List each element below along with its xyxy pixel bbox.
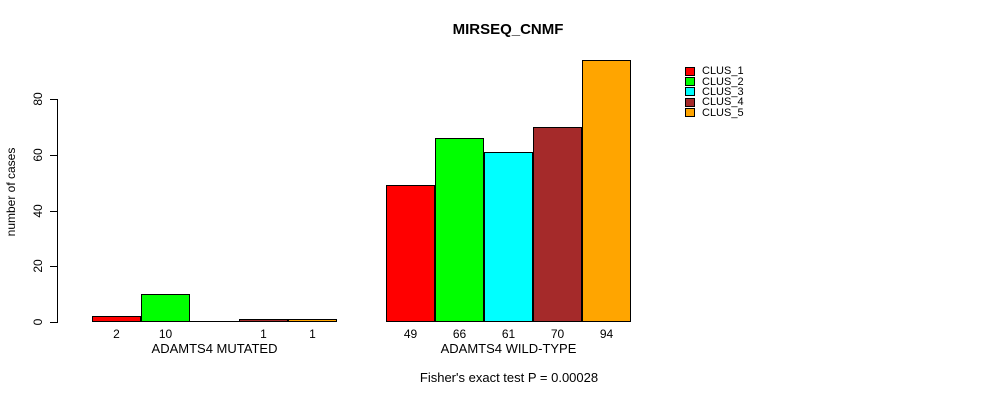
fisher-test-annotation: Fisher's exact test P = 0.00028 [419, 370, 599, 385]
legend-swatch-CLUS_1 [685, 66, 695, 76]
bar-value-label: 1 [309, 327, 316, 341]
bar-CLUS_1 [92, 316, 141, 322]
y-axis-label: number of cases [4, 147, 18, 237]
y-tick-label: 60 [31, 148, 45, 162]
bar-value-label: 49 [403, 327, 418, 341]
bar-CLUS_1 [386, 185, 435, 322]
legend-label: CLUS_5 [702, 106, 744, 119]
category-label: ADAMTS4 MUTATED [151, 341, 278, 356]
bar-value-label: 2 [113, 327, 120, 341]
bar-CLUS_5 [582, 60, 631, 322]
legend-swatch-CLUS_2 [685, 77, 695, 87]
legend-item: CLUS_1 [685, 65, 744, 78]
bar-value-label: 61 [501, 327, 516, 341]
legend-label: CLUS_4 [702, 96, 744, 109]
category-label: ADAMTS4 WILD-TYPE [440, 341, 577, 356]
y-tick-label: 40 [31, 203, 45, 218]
y-tick-mark [50, 322, 57, 323]
legend-swatch-CLUS_4 [685, 97, 695, 107]
legend-item: CLUS_3 [685, 85, 744, 98]
y-tick-mark [50, 99, 57, 100]
y-tick-label: 20 [31, 259, 45, 273]
y-tick-label: 80 [31, 92, 45, 106]
bar-value-label: 10 [158, 327, 173, 341]
bar-CLUS_3-zero [190, 321, 239, 322]
legend-item: CLUS_2 [685, 75, 744, 88]
legend-item: CLUS_4 [685, 96, 744, 109]
legend-label: CLUS_2 [702, 75, 744, 88]
legend-label: CLUS_3 [702, 85, 744, 98]
y-axis-line [57, 99, 58, 323]
legend-label: CLUS_1 [702, 65, 744, 78]
bar-CLUS_5 [288, 319, 337, 322]
bar-CLUS_4 [239, 319, 288, 322]
bar-CLUS_3 [484, 152, 533, 322]
bar-CLUS_4 [533, 127, 582, 322]
legend: CLUS_1 CLUS_2 CLUS_3 CLUS_4 CLUS_5 [685, 66, 744, 118]
y-tick-mark [50, 266, 57, 268]
bar-value-label: 66 [452, 327, 467, 341]
legend-swatch-CLUS_3 [685, 87, 695, 97]
y-tick-mark [50, 210, 57, 212]
y-tick-label: 0 [31, 318, 45, 326]
bar-value-label: 70 [550, 327, 565, 341]
legend-swatch-CLUS_5 [685, 108, 695, 118]
bar-CLUS_2 [435, 138, 484, 322]
legend-item: CLUS_5 [685, 106, 744, 119]
chart-title: MIRSEQ_CNMF [452, 21, 564, 38]
y-tick-mark [50, 154, 57, 156]
bar-CLUS_2 [141, 294, 190, 322]
bar-value-label: 94 [599, 327, 614, 341]
bar-value-label: 1 [260, 327, 267, 341]
